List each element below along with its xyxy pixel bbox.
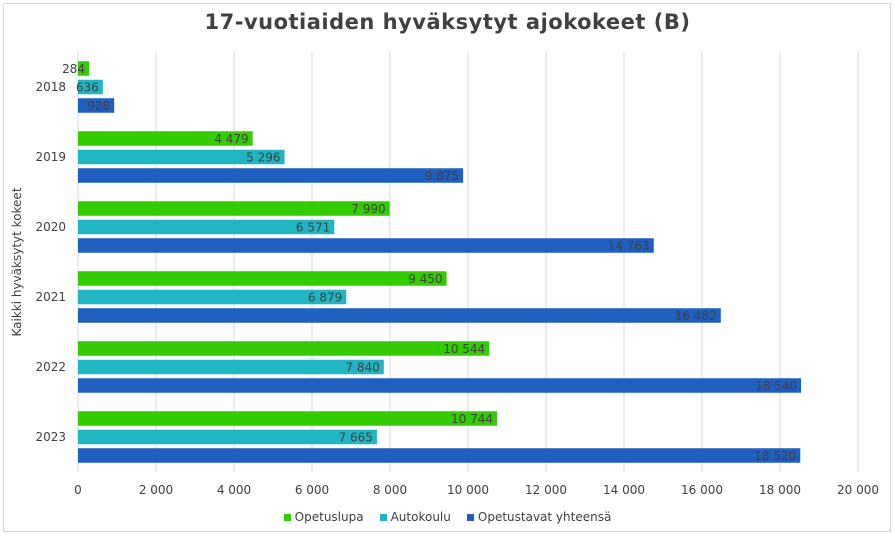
legend-label: Autokoulu (390, 510, 451, 524)
bar (78, 411, 498, 426)
chart-legend: Opetuslupa Autokoulu Opetustavat yhteensä (0, 510, 895, 524)
category-label: 2018 (35, 80, 66, 94)
legend-swatch (283, 513, 291, 521)
data-label: 18 520 (754, 449, 796, 463)
x-tick-label: 0 (74, 483, 82, 497)
bar (78, 219, 335, 235)
category-label: 2023 (35, 430, 66, 444)
x-tick-label: 12 000 (525, 483, 567, 497)
data-label: 7 840 (345, 360, 379, 374)
data-label: 6 879 (308, 290, 342, 304)
legend-label: Opetuslupa (294, 510, 364, 524)
data-label: 928 (87, 99, 110, 113)
data-label: 6 571 (296, 220, 330, 234)
bar (78, 201, 390, 216)
data-label: 14 763 (608, 239, 650, 253)
bar (78, 61, 90, 76)
data-label: 4 479 (214, 132, 248, 146)
data-label: 10 544 (443, 342, 485, 356)
data-label: 9 450 (408, 272, 442, 286)
bar (78, 168, 464, 183)
legend-item: Opetuslupa (283, 510, 364, 524)
chart-title: 17-vuotiaiden hyväksytyt ajokokeet (B) (204, 10, 691, 34)
bar (78, 131, 253, 146)
x-tick-label: 4 000 (217, 483, 251, 497)
bar (78, 238, 654, 253)
bar (78, 98, 115, 113)
bar (78, 149, 285, 165)
bar (78, 341, 490, 356)
legend-swatch (379, 513, 387, 521)
legend-label: Opetustavat yhteensä (477, 510, 612, 524)
bar (78, 79, 103, 95)
category-label: 2021 (35, 290, 66, 304)
x-tick-label: 6 000 (295, 483, 329, 497)
x-tick-label: 16 000 (681, 483, 723, 497)
legend-item: Autokoulu (379, 510, 451, 524)
legend-swatch (466, 513, 474, 521)
y-axis-title: Kaikki hyväksytyt kokeet (10, 187, 24, 336)
bar (78, 429, 377, 445)
data-label: 7 990 (351, 202, 385, 216)
x-tick-label: 18 000 (759, 483, 801, 497)
x-tick-label: 20 000 (837, 483, 879, 497)
x-tick-label: 14 000 (603, 483, 645, 497)
data-label: 10 744 (451, 412, 493, 426)
x-tick-label: 8 000 (373, 483, 407, 497)
data-label: 9 875 (425, 169, 459, 183)
data-label: 5 296 (246, 150, 280, 164)
data-label: 284 (62, 62, 85, 76)
bar (78, 308, 721, 323)
category-label: 2019 (35, 150, 66, 164)
category-label: 2022 (35, 360, 66, 374)
bar (78, 271, 447, 286)
bar (78, 378, 802, 393)
legend-item: Opetustavat yhteensä (466, 510, 612, 524)
data-label: 16 482 (675, 309, 717, 323)
data-label: 636 (76, 80, 99, 94)
category-label: 2020 (35, 220, 66, 234)
x-tick-label: 10 000 (447, 483, 489, 497)
data-label: 18 540 (755, 379, 797, 393)
bar (78, 359, 384, 375)
bar (78, 289, 347, 305)
bar (78, 448, 801, 463)
data-label: 7 665 (339, 430, 373, 444)
x-tick-label: 2 000 (139, 483, 173, 497)
